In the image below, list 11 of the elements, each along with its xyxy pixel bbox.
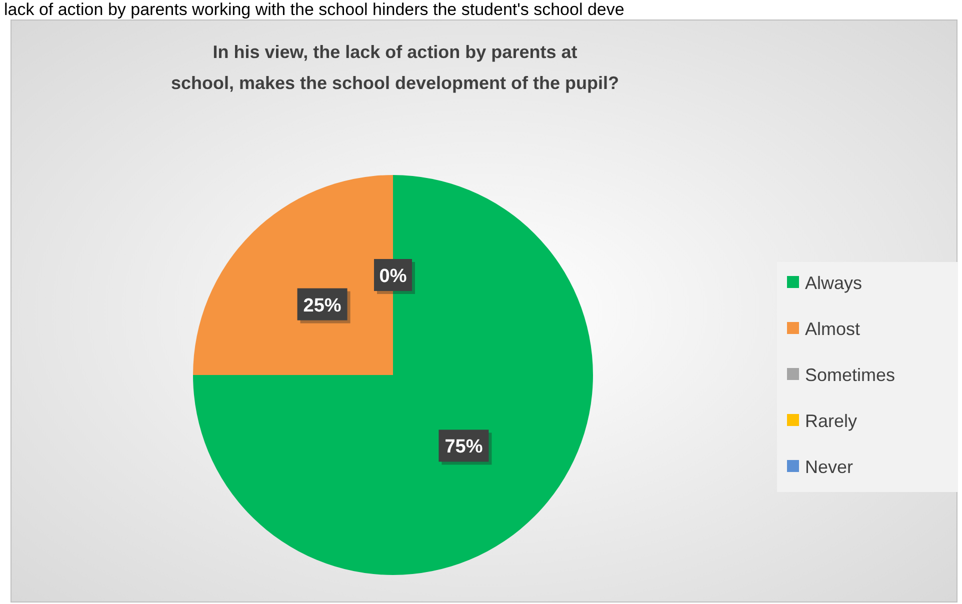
data-label: 25% bbox=[303, 295, 342, 316]
legend-label: Never bbox=[805, 457, 854, 477]
data-label: 75% bbox=[444, 436, 483, 458]
legend-label: Rarely bbox=[805, 411, 858, 431]
legend-label: Always bbox=[805, 273, 862, 293]
text: 0% bbox=[379, 266, 407, 287]
pie-slice bbox=[193, 175, 593, 575]
legend-label: Almost bbox=[805, 319, 860, 339]
chart-subtitle: lack of action by parents working with the school hinders the student's school deve bbox=[4, 0, 624, 19]
legend-label: Sometimes bbox=[805, 365, 896, 385]
chart-title: In his view, the lack of action by parents at school, makes the school development of the pupil? bbox=[170, 42, 620, 93]
